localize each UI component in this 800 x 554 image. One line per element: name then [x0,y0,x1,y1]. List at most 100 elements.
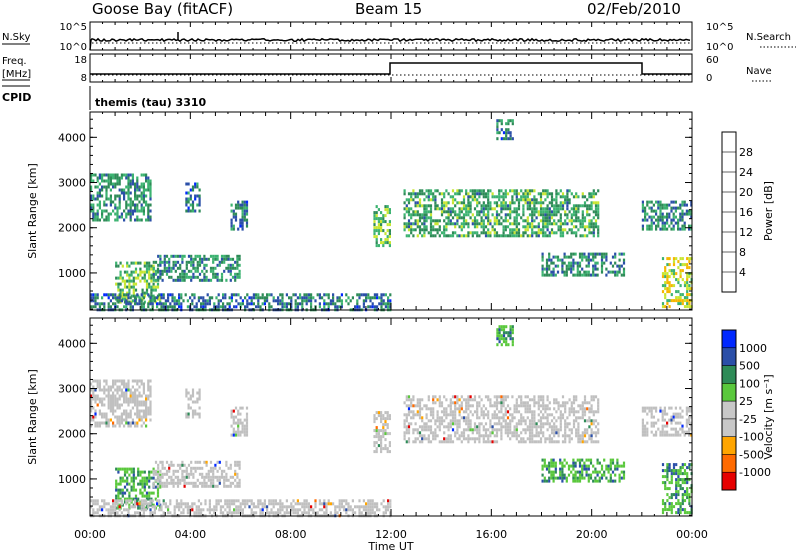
velocity-cell-region-4 [473,428,477,432]
power-cell-region-9 [384,302,387,306]
power-cell-region-10 [585,273,588,277]
velocity-cell-region-8 [229,484,232,488]
power-cell-region-11 [661,302,665,306]
velocity-cell-region-4 [434,419,437,423]
power-cell-region-4 [597,189,600,193]
velocity-cell-region-4 [467,440,470,444]
power-cell-region-11 [664,269,667,273]
power-cell-region-4 [515,213,518,217]
velocity-cell-region-9 [362,508,365,512]
power-cell-region-4 [537,192,540,196]
power-cell-region-9 [230,293,233,297]
velocity-cell-region-4 [403,434,406,438]
power-cell-region-4 [511,195,514,199]
power-cell-region-4 [482,192,485,196]
power-cell-region-8 [238,263,241,267]
velocity-cell-region-9 [233,502,236,506]
velocity-cell-region-8 [152,469,155,473]
power-cell-region-4 [427,192,430,196]
power-cell-region-0 [145,188,148,192]
velocity-cell-region-0 [125,394,128,398]
power-cell-region-9 [336,299,339,303]
power-cell-region-6 [685,212,688,216]
power-cell-region-11 [672,263,676,267]
velocity-cell-region-9 [347,502,350,506]
velocity-cell-region-4 [544,404,547,408]
power-cell-region-8 [196,275,199,279]
velocity-cell-region-4 [482,434,485,438]
power-cell-region-10 [565,273,568,277]
velocity-cell-region-4 [495,395,499,399]
power-cell-region-8 [157,254,160,258]
power-cell-region-9 [316,293,319,297]
velocity-cell-region-4 [460,407,463,411]
power-cell-region-4 [548,192,551,196]
power-cell-region-11 [686,296,689,300]
power-cell-region-11 [679,269,682,273]
velocity-cell-region-4 [469,398,472,402]
velocity-cell-region-0 [129,415,132,419]
velocity-cell-region-4 [590,431,593,435]
velocity-cell-region-4 [546,437,549,441]
velocity-cell-region-0 [127,424,130,428]
power-cell-region-0 [94,173,97,177]
power-cell-region-4 [522,219,525,223]
velocity-cell-region-4 [498,422,501,426]
velocity-cell-region-3 [388,414,391,418]
velocity-cell-region-9 [149,502,152,506]
power-cell-region-4 [553,219,556,223]
power-cell-region-11 [661,305,665,309]
power-colorbar-label-3: 16 [739,206,753,219]
power-cell-region-10 [592,255,595,259]
power-cell-region-6 [690,203,693,207]
velocity-cell-region-4 [564,425,567,429]
velocity-cell-region-6 [650,406,653,410]
power-cell-region-4 [555,198,558,202]
velocity-cell-region-9 [246,499,249,503]
velocity-cell-region-9 [365,502,368,506]
power-cell-region-6 [672,227,675,231]
velocity-cell-region-4 [513,416,516,420]
power-cell-region-4 [520,216,523,220]
power-cell-region-7 [152,285,155,289]
velocity-cell-region-4 [550,440,554,444]
velocity-cell-region-4 [425,416,428,420]
power-cell-region-8 [194,269,197,273]
velocity-cell-region-9 [215,499,218,503]
power-cell-region-5 [505,134,508,138]
velocity-cell-region-4 [436,416,439,420]
velocity-cell-region-0 [140,379,143,383]
power-cell-region-4 [531,201,534,205]
power-cell-region-8 [192,257,195,261]
velocity-cell-region-4 [405,425,408,429]
velocity-cell-region-9 [145,508,148,512]
power-cell-region-8 [203,263,206,267]
power-cell-region-11 [679,293,682,297]
power-cell-region-8 [201,260,204,264]
velocity-cell-region-4 [454,431,457,435]
velocity-cell-region-4 [460,401,463,405]
power-cell-region-9 [373,293,376,297]
velocity-cell-region-9 [349,508,352,512]
power-cell-region-8 [183,254,186,258]
velocity-cell-region-8 [183,481,186,485]
power-cell-region-4 [504,204,507,208]
power-cell-region-9 [380,299,383,303]
velocity-cell-region-8 [209,460,213,464]
power-cell-region-0 [90,173,93,177]
power-cell-region-4 [412,210,415,214]
velocity-cell-region-4 [511,413,514,417]
power-cell-region-4 [561,192,565,196]
power-cell-region-4 [564,201,567,205]
velocity-cell-region-4 [491,431,494,435]
velocity-cell-region-4 [421,419,424,423]
power-cell-region-0 [109,200,112,204]
power-cell-region-4 [436,204,439,208]
power-cell-region-4 [575,207,578,211]
velocity-cell-region-0 [114,409,117,413]
power-cell-region-4 [568,189,571,193]
power-cell-region-8 [218,260,221,264]
power-cell-region-4 [539,219,543,223]
velocity-cell-region-9 [142,511,145,515]
power-cell-region-4 [410,192,413,196]
